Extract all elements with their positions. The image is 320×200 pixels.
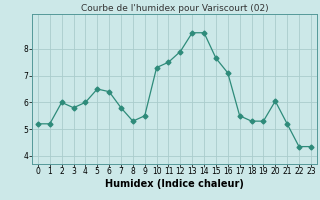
X-axis label: Humidex (Indice chaleur): Humidex (Indice chaleur) bbox=[105, 179, 244, 189]
Title: Courbe de l'humidex pour Variscourt (02): Courbe de l'humidex pour Variscourt (02) bbox=[81, 4, 268, 13]
